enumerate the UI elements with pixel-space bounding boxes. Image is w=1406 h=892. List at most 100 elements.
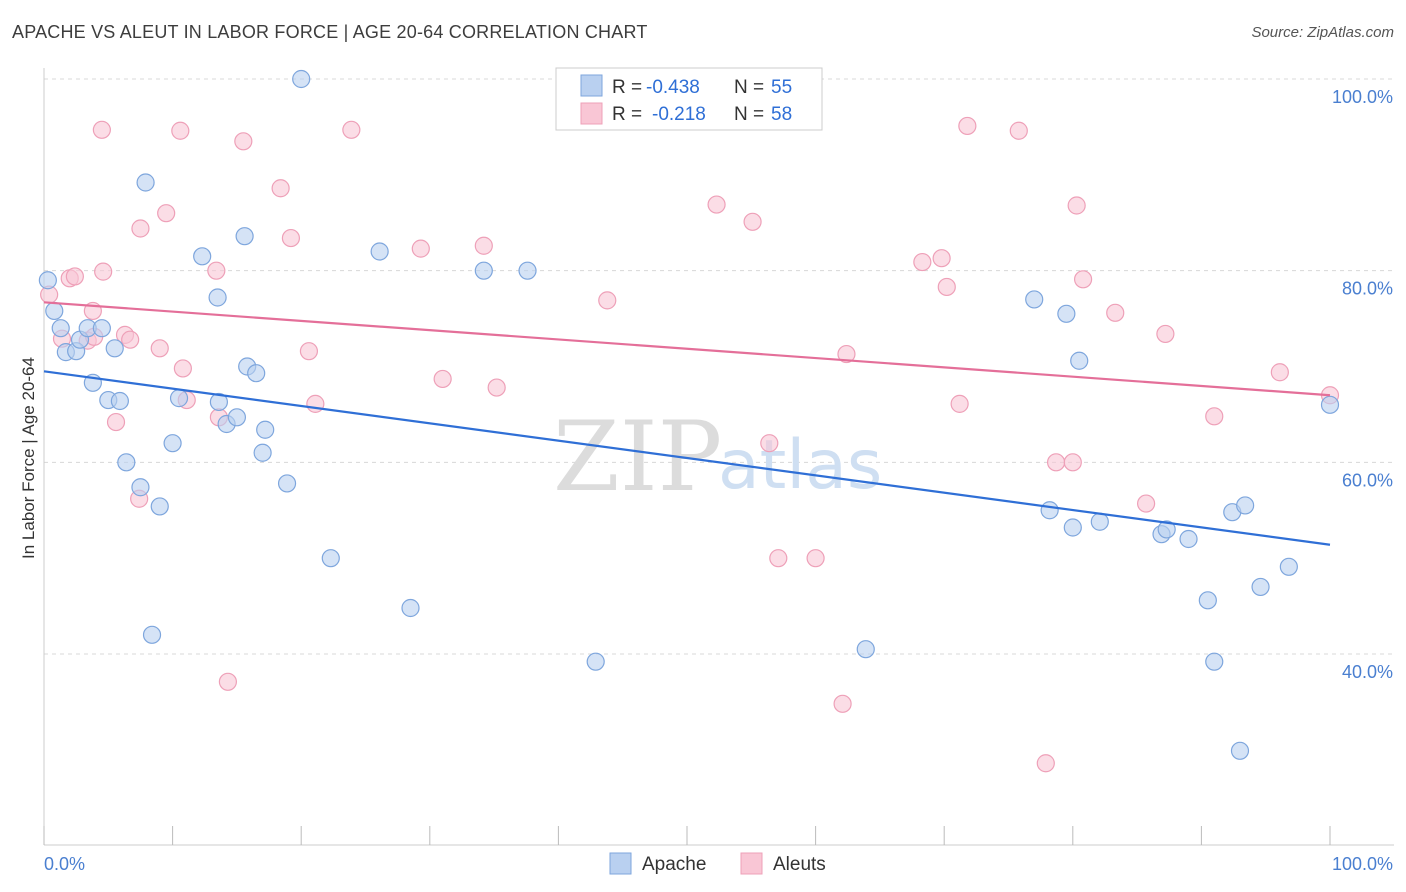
apache-point-13 (131, 478, 150, 497)
apache-point-40 (1057, 304, 1076, 323)
data-points (38, 69, 1340, 773)
y-axis-label: In Labor Force | Age 20-64 (19, 357, 38, 559)
apache-point-29 (277, 474, 297, 493)
aleut-point-45 (1009, 121, 1028, 140)
aleut-point-55 (1270, 363, 1289, 382)
trend-lines (43, 301, 1331, 546)
aleut-point-15 (157, 204, 176, 223)
aleut-point-38 (833, 694, 852, 713)
bottom-legend-aleuts-label: Aleuts (773, 854, 826, 875)
legend-aleuts-r-value: -0.218 (652, 104, 706, 125)
aleut-point-43 (950, 394, 969, 413)
apache-point-24 (235, 227, 254, 246)
bottom-legend-aleuts-swatch (740, 852, 763, 875)
apache-point-37 (856, 640, 875, 659)
aleut-point-50 (1073, 270, 1093, 289)
aleut-point-46 (1036, 754, 1055, 773)
bottom-legend-apache-swatch (609, 852, 632, 875)
apache-point-53 (1279, 557, 1298, 576)
apache-point-15 (142, 625, 162, 644)
aleut-point-37 (806, 549, 825, 568)
apache-point-51 (1236, 496, 1255, 515)
apache-point-17 (163, 434, 182, 453)
watermark: ZIP atlas (553, 401, 882, 513)
aleut-point-22 (234, 132, 253, 151)
apache-point-28 (256, 420, 275, 439)
apache-point-34 (474, 261, 493, 280)
apache-point-1 (45, 301, 64, 321)
aleut-point-42 (937, 277, 956, 297)
apache-point-32 (370, 242, 389, 261)
aleut-point-40 (913, 252, 932, 272)
y-tick-label-0: 40.0% (1342, 662, 1393, 682)
bottom-legend: Apache Aleuts (609, 852, 826, 875)
aleut-point-28 (411, 239, 430, 258)
x-tick-label-0: 0.0% (44, 854, 85, 874)
aleut-trend-line (43, 301, 1331, 397)
apache-point-35 (518, 261, 537, 280)
bottom-legend-apache-label: Apache (642, 854, 706, 875)
aleut-point-11 (121, 330, 140, 349)
legend-aleuts-n-label: N = (734, 104, 764, 125)
aleut-point-44 (958, 116, 977, 136)
apache-point-18 (169, 389, 189, 408)
apache-point-43 (1090, 512, 1109, 531)
apache-point-39 (1040, 501, 1059, 520)
apache-point-38 (1025, 290, 1044, 309)
aleut-point-27 (342, 120, 361, 139)
aleut-point-48 (1063, 453, 1082, 472)
apache-point-36 (586, 652, 605, 671)
aleut-point-29 (433, 369, 452, 389)
aleut-point-23 (271, 179, 290, 198)
aleut-point-24 (281, 228, 301, 248)
apache-point-31 (321, 549, 340, 568)
aleut-point-54 (1205, 407, 1224, 426)
axes (43, 68, 1394, 846)
aleut-point-9 (106, 412, 126, 432)
legend-aleuts-r-label: R = (612, 104, 642, 125)
tick-labels: 40.0% 60.0% 80.0% 100.0% 0.0% 100.0% (44, 87, 1393, 874)
apache-point-26 (247, 364, 266, 383)
source-note: Source: ZipAtlas.com (1251, 24, 1394, 41)
apache-point-12 (117, 453, 136, 472)
apache-point-20 (208, 288, 227, 307)
apache-point-11 (110, 391, 129, 411)
legend-aleuts-n-value: 58 (771, 104, 792, 125)
legend-apache-n-value: 55 (771, 77, 792, 98)
apache-point-8 (92, 319, 111, 338)
aleut-point-51 (1106, 303, 1125, 322)
aleut-point-39 (837, 344, 856, 364)
apache-point-45 (1157, 520, 1176, 539)
aleut-point-35 (760, 434, 779, 453)
aleut-point-49 (1067, 196, 1086, 215)
x-tick-label-1: 100.0% (1332, 854, 1393, 874)
apache-point-16 (150, 497, 169, 516)
aleut-point-7 (92, 120, 111, 139)
apache-point-14 (136, 173, 155, 192)
aleut-point-13 (131, 219, 150, 238)
apache-point-27 (253, 443, 272, 462)
apache-point-19 (193, 247, 212, 266)
aleut-point-34 (743, 212, 762, 231)
apache-point-33 (401, 598, 420, 618)
aleut-point-3 (65, 267, 84, 286)
apache-point-10 (105, 339, 124, 358)
apache-point-47 (1198, 591, 1217, 610)
apache-point-50 (1230, 741, 1250, 760)
aleut-point-41 (932, 249, 951, 268)
aleut-point-36 (769, 549, 788, 568)
legend-aleuts-swatch (580, 102, 603, 125)
legend-apache-swatch (580, 74, 603, 97)
apache-point-42 (1070, 351, 1089, 370)
apache-point-52 (1251, 577, 1270, 597)
y-tick-label-1: 60.0% (1342, 470, 1393, 490)
aleut-point-25 (299, 342, 319, 361)
y-tick-label-2: 80.0% (1342, 279, 1393, 299)
aleut-point-52 (1137, 494, 1156, 513)
apache-point-30 (292, 69, 311, 89)
legend: R = -0.438 N = 55 R = -0.218 N = 58 (555, 67, 823, 131)
apache-trend-line (43, 370, 1331, 546)
aleut-point-8 (94, 262, 113, 281)
aleut-point-14 (150, 339, 169, 358)
